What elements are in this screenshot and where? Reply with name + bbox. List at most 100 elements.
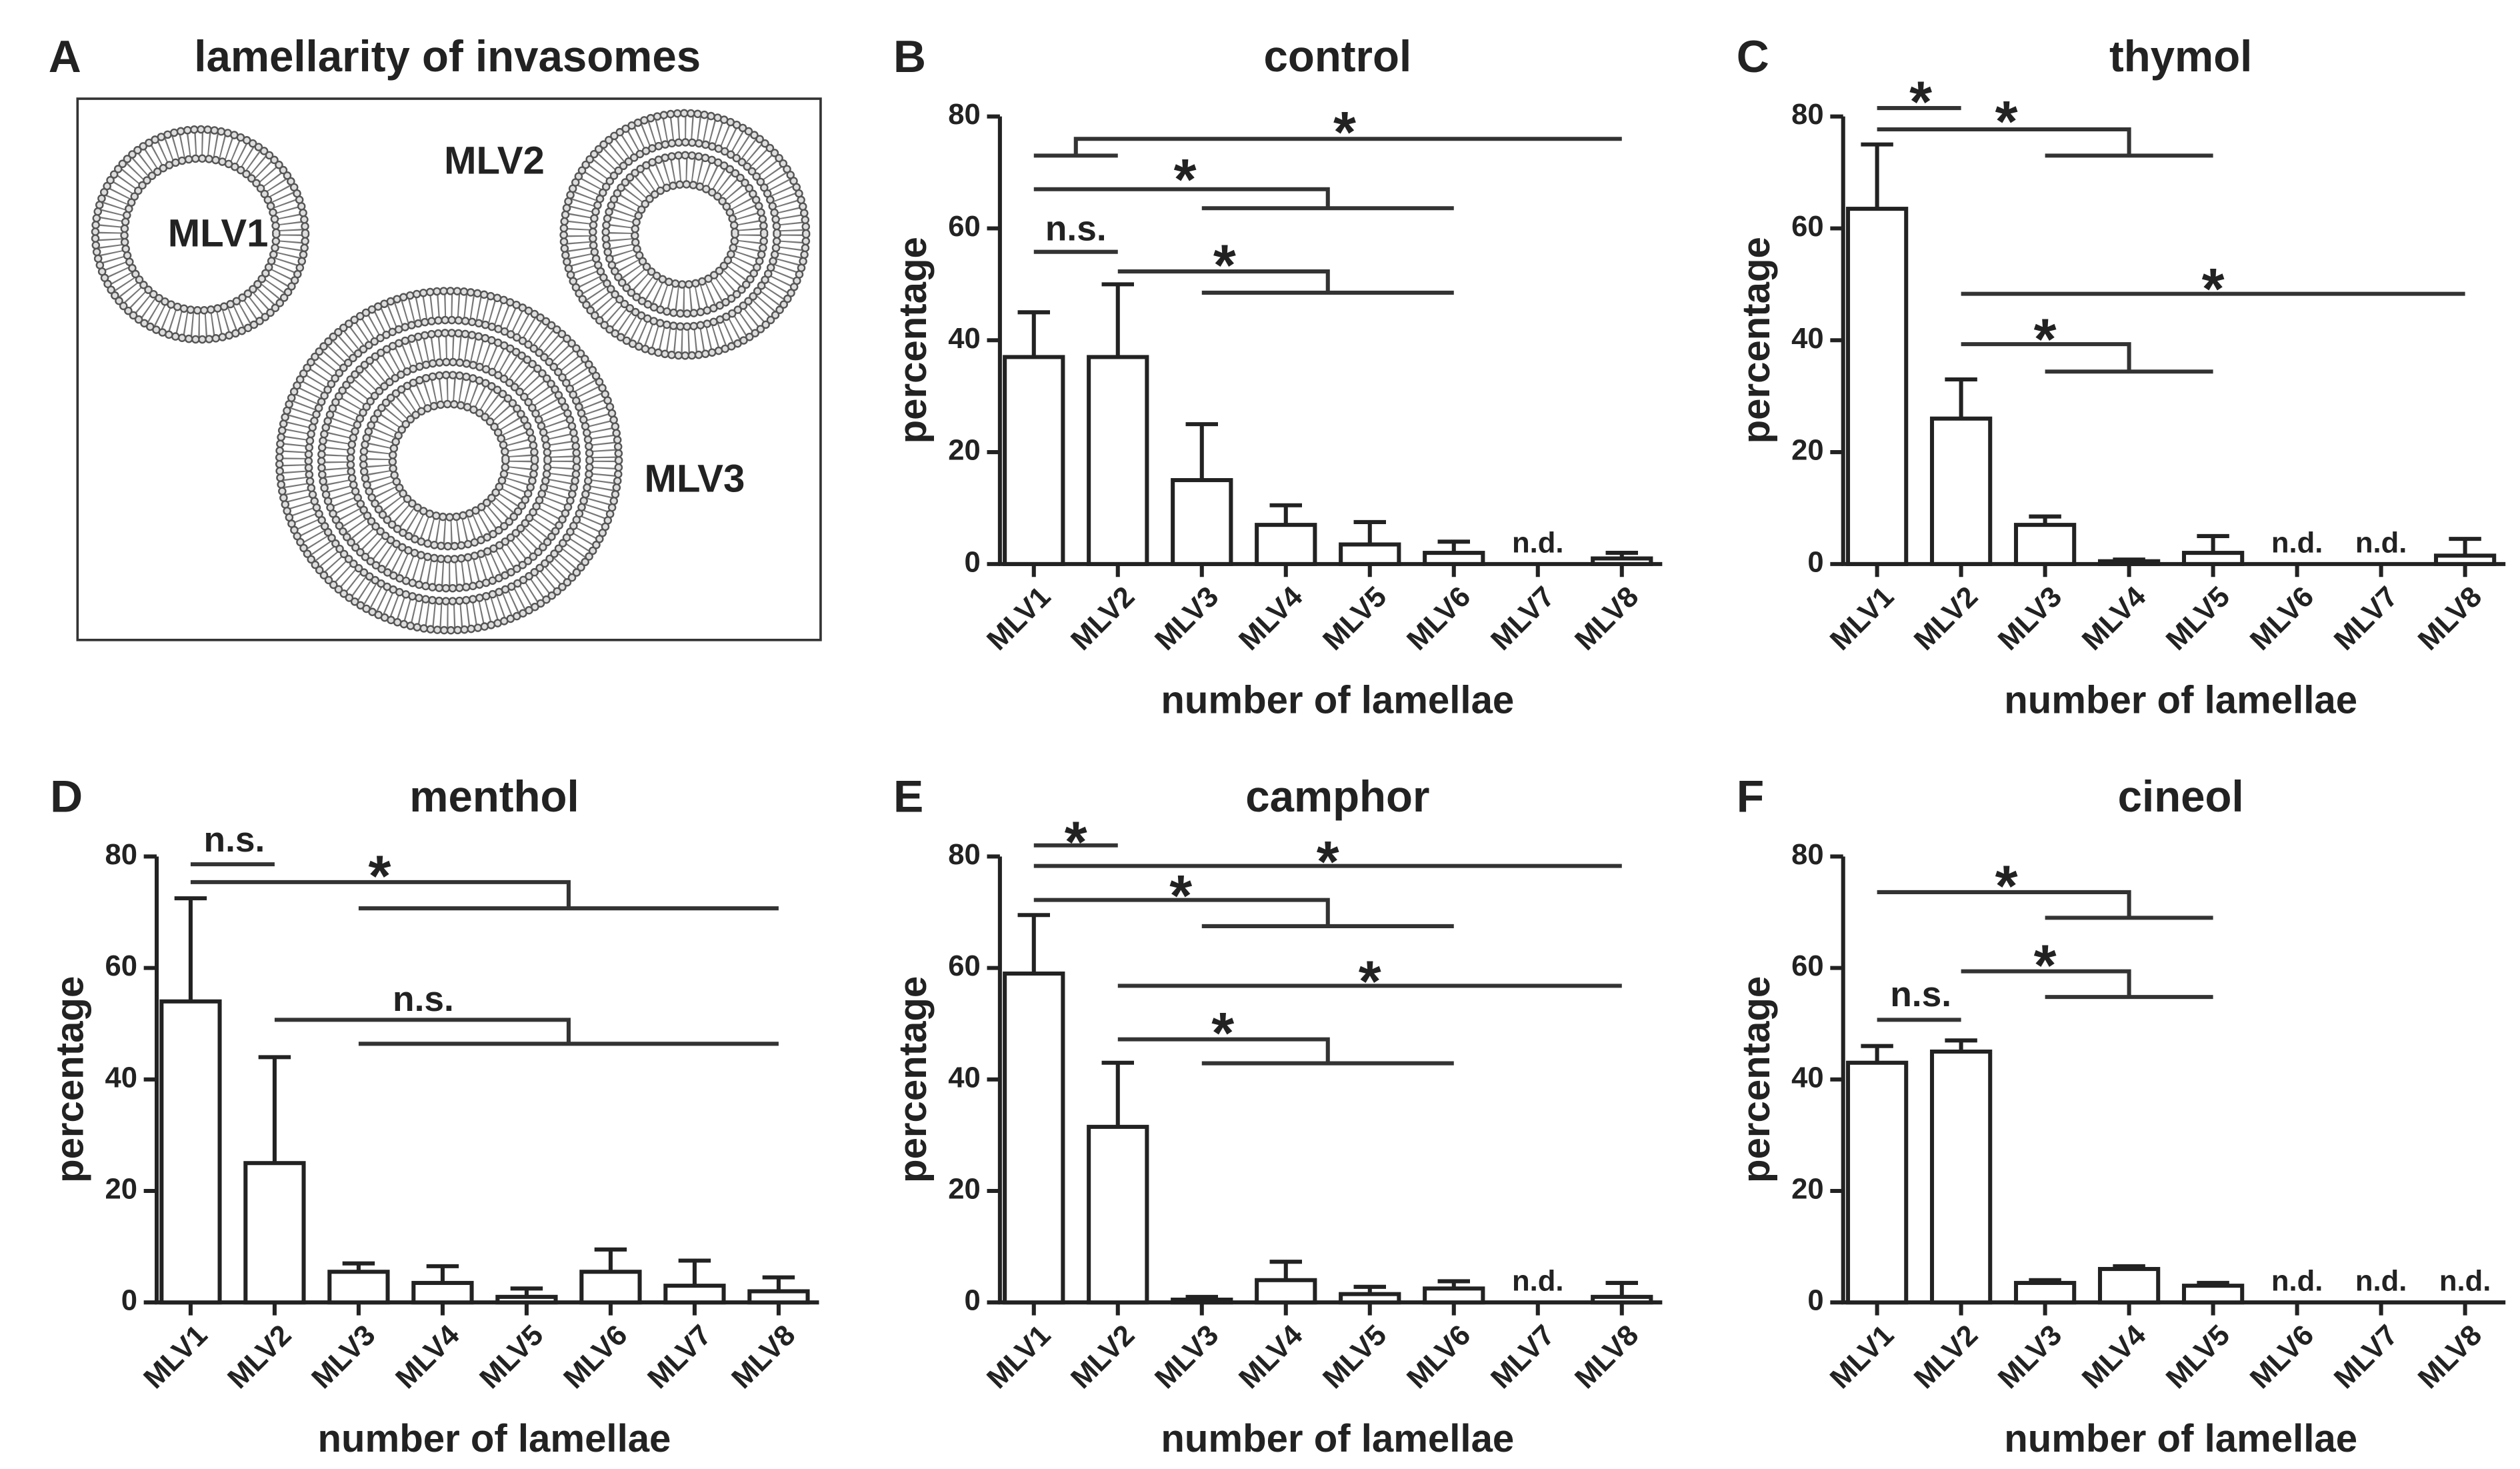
- y-axis-label: percentage: [48, 976, 91, 1183]
- lipid-tails: [323, 334, 575, 587]
- lipid-heads: [590, 139, 780, 329]
- bar: [1845, 1060, 1909, 1305]
- lipid-heads: [361, 372, 537, 549]
- x-tick-label: MLV4: [390, 1319, 466, 1395]
- x-tick-label: MLV7: [2328, 1319, 2404, 1395]
- bar: [411, 1280, 474, 1305]
- error-bar: [762, 1275, 795, 1292]
- bar: [1087, 355, 1149, 566]
- value-label: n.d.: [1512, 1266, 1564, 1298]
- x-tick-label: MLV8: [1569, 581, 1645, 657]
- y-tick-label: 0: [965, 546, 981, 578]
- bar: [1423, 1286, 1485, 1305]
- x-tick-label: MLV7: [642, 1319, 718, 1395]
- lipid-heads: [632, 181, 738, 287]
- lipid-tails: [281, 292, 617, 629]
- lipid-heads: [347, 359, 551, 562]
- bar: [2181, 1284, 2245, 1305]
- value-label: n.d.: [2439, 1266, 2491, 1298]
- y-tick-label: 80: [105, 839, 137, 871]
- panel-letter: A: [49, 32, 81, 82]
- x-tick-label: MLV5: [2160, 581, 2236, 657]
- error-bar: [1353, 519, 1386, 545]
- error-bar: [2449, 537, 2481, 556]
- x-tick-label: MLV5: [2160, 1319, 2236, 1395]
- x-axis-label: number of lamellae: [2004, 1417, 2357, 1460]
- lipid-heads: [389, 401, 509, 520]
- panel-letter: D: [50, 772, 83, 822]
- error-bar: [1945, 377, 1977, 419]
- error-bar: [678, 1258, 711, 1286]
- y-tick-label: 40: [1791, 323, 1824, 355]
- error-bar: [1185, 1294, 1218, 1300]
- error-bar: [342, 1261, 375, 1272]
- bar: [1339, 542, 1401, 566]
- x-tick-label: MLV7: [2328, 581, 2404, 657]
- y-axis-label: percentage: [1735, 237, 1778, 443]
- significance-label: *: [1995, 89, 2018, 154]
- significance-bracket: [1961, 342, 2213, 374]
- error-bar: [1437, 539, 1470, 553]
- y-axis-label: percentage: [891, 237, 935, 443]
- y-tick-label: 20: [1791, 435, 1824, 467]
- significance-label: *: [2034, 933, 2057, 998]
- significance-label: *: [1359, 950, 1381, 1014]
- significance-label: *: [1317, 830, 1339, 894]
- x-tick-label: MLV3: [306, 1319, 382, 1395]
- bar: [1087, 1124, 1149, 1305]
- x-tick-label: MLV2: [1065, 581, 1141, 657]
- value-label: n.d.: [2355, 527, 2407, 559]
- x-axis-label: number of lamellae: [2004, 679, 2357, 722]
- significance-label: *: [368, 844, 391, 909]
- error-bar: [2029, 1278, 2061, 1283]
- significance-label: n.s.: [393, 980, 454, 1019]
- x-tick-label: MLV5: [1317, 1319, 1393, 1395]
- y-tick-label: 40: [948, 323, 981, 355]
- chart-title: menthol: [409, 772, 579, 821]
- error-bar: [1437, 1279, 1470, 1289]
- significance-bracket: [1033, 187, 1454, 211]
- bar: [1339, 1292, 1401, 1305]
- x-tick-label: MLV6: [558, 1319, 634, 1395]
- significance-label: *: [1065, 810, 1087, 875]
- x-tick-label: MLV4: [1233, 580, 1309, 656]
- significance-label: *: [1333, 100, 1356, 165]
- x-tick-label: MLV4: [1233, 1319, 1309, 1395]
- significance-bracket: [274, 1018, 779, 1046]
- y-tick-label: 80: [1791, 99, 1824, 131]
- value-label: n.d.: [2355, 1266, 2407, 1298]
- error-bar: [1605, 1280, 1638, 1297]
- x-tick-label: MLV7: [1485, 1319, 1561, 1395]
- error-bar: [258, 1055, 291, 1164]
- bar: [579, 1270, 642, 1305]
- bar: [1929, 1049, 1993, 1305]
- y-tick-label: 80: [1791, 839, 1824, 871]
- x-tick-label: MLV8: [1569, 1319, 1645, 1395]
- significance-bracket: [1033, 137, 1622, 158]
- chart-title: control: [1263, 32, 1411, 81]
- y-tick-label: 80: [948, 839, 981, 871]
- y-tick-label: 0: [1807, 546, 1823, 578]
- significance-bracket: [1117, 1037, 1454, 1066]
- error-bar: [174, 896, 207, 1002]
- bar: [1003, 355, 1065, 566]
- bar: [1003, 971, 1065, 1305]
- y-tick-label: 0: [965, 1285, 981, 1317]
- significance-label: *: [1909, 70, 1932, 135]
- x-tick-label: MLV8: [726, 1319, 802, 1395]
- y-tick-label: 60: [105, 950, 137, 982]
- x-tick-label: MLV6: [1401, 1319, 1477, 1395]
- y-tick-label: 0: [121, 1285, 137, 1317]
- bar: [159, 999, 222, 1305]
- error-bar: [2113, 1264, 2145, 1270]
- vesicle-label: MLV3: [645, 457, 745, 501]
- bar: [663, 1284, 726, 1305]
- chart-title: cineol: [2118, 772, 2244, 821]
- y-tick-label: 20: [105, 1174, 137, 1206]
- bar: [2013, 523, 2077, 566]
- chart-title: thymol: [2109, 32, 2252, 81]
- value-label: n.d.: [1512, 527, 1564, 559]
- lipid-heads: [93, 127, 308, 342]
- y-tick-label: 20: [948, 435, 981, 467]
- vesicle-label: MLV1: [168, 211, 269, 255]
